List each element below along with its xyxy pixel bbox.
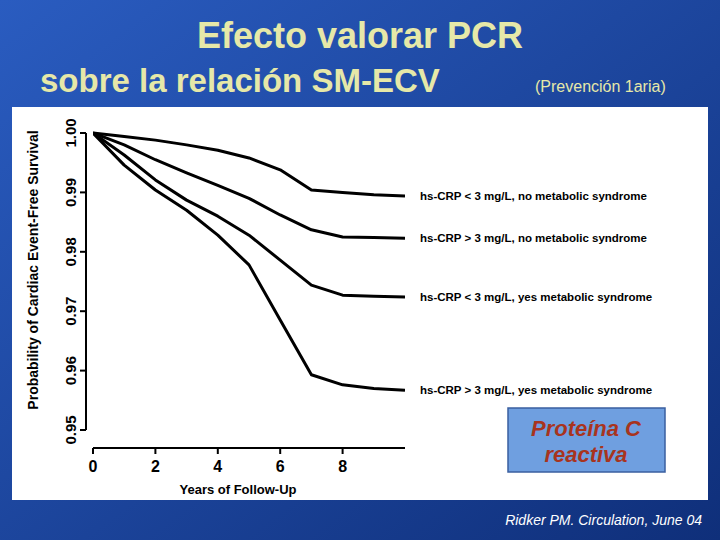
y-tick-label: 0.97 [62,297,79,326]
x-tick-label: 6 [276,458,285,475]
series-label: hs-CRP < 3 mg/L, no metabolic syndrome [420,190,647,202]
title: Efecto valorar PCR [197,15,523,56]
annotation-line: Proteína C [531,416,642,441]
y-tick [80,429,86,431]
y-tick [80,191,86,193]
series-label: hs-CRP > 3 mg/L, no metabolic syndrome [420,232,647,244]
series-label: hs-CRP > 3 mg/L, yes metabolic syndrome [420,384,652,396]
x-tick [342,448,344,454]
y-tick-label: 0.95 [62,415,79,444]
y-tick-label: 0.99 [62,178,79,207]
x-axis-label: Years of Follow-Up [179,482,296,497]
y-tick [80,132,86,134]
x-tick [92,448,94,454]
y-tick-label: 0.96 [62,356,79,385]
y-tick-label: 0.98 [62,237,79,266]
annotation: Proteína Creactiva [531,416,642,467]
x-tick [217,448,219,454]
background [0,0,720,540]
x-tick-label: 2 [151,458,160,475]
y-tick [80,310,86,312]
series-line [93,133,405,196]
y-axis [85,133,87,430]
series-line [93,133,405,297]
slide: Efecto valorar PCR sobre la relación SM-E… [0,0,720,540]
y-tick [80,251,86,253]
series-label: hs-CRP < 3 mg/L, yes metabolic syndrome [420,291,652,303]
series-line [93,133,405,390]
x-tick-label: 0 [89,458,98,475]
y-tick [80,370,86,372]
y-axis-label: Probability of Cardiac Event-Free Surviv… [25,130,41,409]
y-tick-label: 1.00 [62,118,79,147]
annotation-box [508,408,665,472]
plot-panel [12,107,708,500]
series-line [93,133,405,238]
x-axis [93,447,405,449]
x-tick-label: 8 [338,458,347,475]
source: Ridker PM. Circulation, June 04 [505,512,702,528]
annotation-line: reactiva [544,442,627,467]
x-tick [279,448,281,454]
subtitle: sobre la relación SM-ECV [40,62,440,99]
subtitle-note: (Prevención 1aria) [535,78,666,95]
plot-area [93,133,405,390]
x-tick-label: 4 [213,458,222,475]
x-tick [154,448,156,454]
